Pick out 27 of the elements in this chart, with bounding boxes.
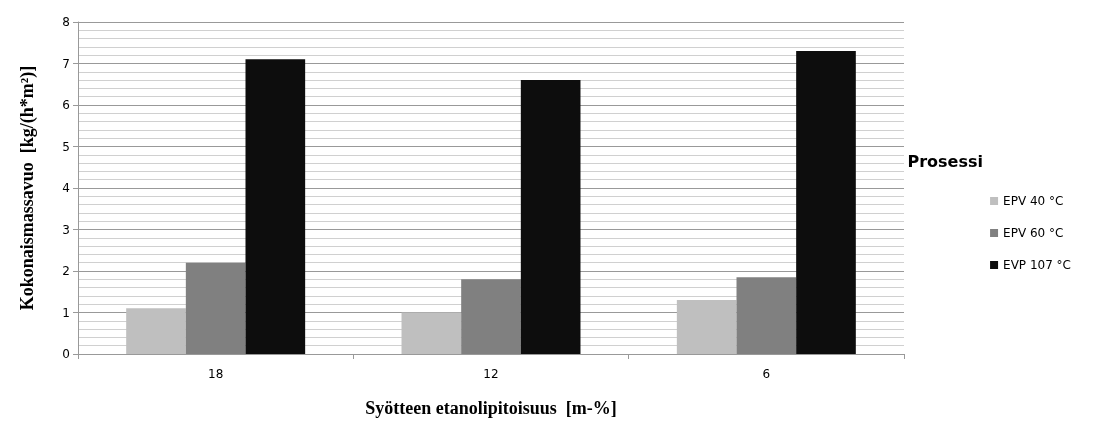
y-tick-label: 5 (62, 139, 70, 154)
y-tick-label: 2 (62, 264, 70, 278)
bar (796, 51, 856, 354)
y-tick-label: 7 (62, 56, 70, 71)
y-tick-label: 0 (62, 347, 70, 361)
legend-label: EVP 107 °C (1003, 258, 1072, 272)
legend-title: Prosessi (907, 151, 983, 171)
bar (736, 277, 797, 354)
x-tick-label: 18 (208, 367, 224, 381)
y-axis-title: Kokonaismassavuo [kg/(h*m²)] (17, 65, 38, 311)
y-tick-label: 1 (62, 305, 70, 320)
y-tick-label: 4 (62, 181, 70, 195)
bar (245, 59, 306, 354)
bar (461, 279, 521, 354)
bar (401, 312, 462, 354)
y-tick-label: 8 (62, 15, 70, 29)
y-tick-label: 6 (62, 98, 70, 112)
bar (676, 300, 737, 354)
bar (520, 80, 581, 354)
legend-label: EPV 40 °C (1003, 194, 1064, 208)
legend-label: EPV 60 °C (1003, 226, 1064, 240)
bar (185, 262, 246, 354)
x-tick-label: 6 (762, 367, 771, 381)
y-tick-label: 3 (62, 222, 70, 237)
x-tick-label: 12 (483, 367, 499, 381)
bar (126, 308, 186, 354)
x-axis-title: Syötteen etanolipitoisuus [m-%] (365, 398, 617, 418)
